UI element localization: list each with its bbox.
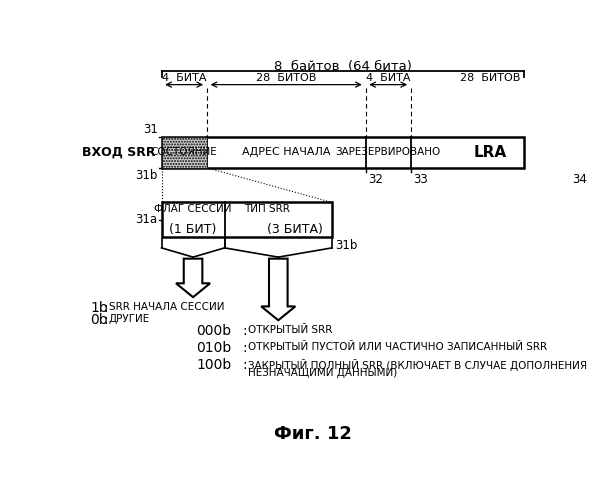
Text: 1b: 1b — [90, 301, 108, 315]
Text: ЗАКРЫТЫЙ ПОЛНЫЙ SRR (ВКЛЮЧАЕТ В СЛУЧАЕ ДОПОЛНЕНИЯ: ЗАКРЫТЫЙ ПОЛНЫЙ SRR (ВКЛЮЧАЕТ В СЛУЧАЕ Д… — [248, 359, 587, 371]
Text: 34: 34 — [572, 173, 587, 186]
Text: 100b: 100b — [196, 358, 232, 372]
Text: (3 БИТА): (3 БИТА) — [267, 223, 323, 236]
Text: ЗАРЕЗЕРВИРОВАНО: ЗАРЕЗЕРВИРОВАНО — [336, 148, 441, 158]
Text: 31b: 31b — [335, 238, 357, 252]
Bar — [162, 137, 524, 168]
Text: SRR НАЧАЛА СЕССИИ: SRR НАЧАЛА СЕССИИ — [109, 302, 224, 312]
Text: LRA: LRA — [473, 145, 507, 160]
Text: АДРЕС НАЧАЛА: АДРЕС НАЧАЛА — [242, 148, 331, 158]
Polygon shape — [261, 258, 295, 320]
Text: 31a: 31a — [135, 214, 157, 226]
Bar — [162, 202, 332, 237]
Text: 31: 31 — [143, 123, 157, 136]
Text: 28  БИТОВ: 28 БИТОВ — [460, 72, 520, 83]
Text: :: : — [103, 301, 108, 315]
Polygon shape — [176, 258, 210, 297]
Text: ФЛАГ СЕССИИ: ФЛАГ СЕССИИ — [154, 204, 232, 214]
Text: ОТКРЫТЫЙ ПУСТОЙ ИЛИ ЧАСТИЧНО ЗАПИСАННЫЙ SRR: ОТКРЫТЫЙ ПУСТОЙ ИЛИ ЧАСТИЧНО ЗАПИСАННЫЙ … — [248, 342, 547, 352]
Text: 4  БИТА: 4 БИТА — [366, 72, 411, 83]
Text: ТИП SRR: ТИП SRR — [244, 204, 290, 214]
Text: 0b: 0b — [90, 314, 108, 328]
Text: ОТКРЫТЫЙ SRR: ОТКРЫТЫЙ SRR — [248, 325, 332, 335]
Text: НЕЗНАЧАЩИМИ ДАННЫМИ): НЕЗНАЧАЩИМИ ДАННЫМИ) — [248, 368, 398, 378]
Text: :: : — [243, 341, 248, 355]
Text: 010b: 010b — [196, 341, 232, 355]
Text: 33: 33 — [413, 173, 428, 186]
Bar — [162, 137, 207, 168]
Text: 28  БИТОВ: 28 БИТОВ — [256, 72, 317, 83]
Text: 32: 32 — [368, 173, 382, 186]
Text: 31b: 31b — [135, 168, 157, 181]
Text: :: : — [243, 324, 248, 338]
Text: 4  БИТА: 4 БИТА — [162, 72, 206, 83]
Text: Фиг. 12: Фиг. 12 — [274, 425, 351, 443]
Text: ДРУГИЕ: ДРУГИЕ — [109, 314, 150, 324]
Text: 8  байтов  (64 бита): 8 байтов (64 бита) — [274, 60, 412, 72]
Text: СОСТОЯНИЕ: СОСТОЯНИЕ — [151, 148, 218, 158]
Text: :: : — [103, 314, 108, 328]
Text: :: : — [243, 358, 248, 372]
Text: 000b: 000b — [196, 324, 232, 338]
Text: ВХОД SRR: ВХОД SRR — [82, 146, 156, 159]
Text: (1 БИТ): (1 БИТ) — [170, 223, 217, 236]
